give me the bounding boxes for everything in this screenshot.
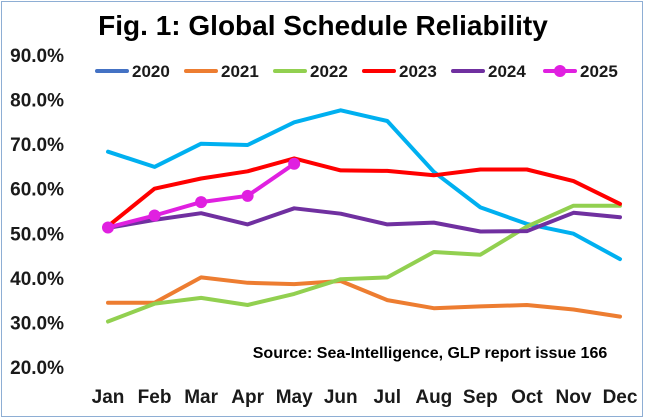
series-line-2024 [106,206,622,234]
x-tick-label: Jun [324,387,358,408]
legend-label-2022: 2022 [310,62,348,81]
legend-label-2024: 2024 [488,62,526,81]
y-tick-label: 20.0% [10,358,64,379]
chart-title: Fig. 1: Global Schedule Reliability [98,10,548,41]
series-line-2023 [106,156,622,229]
series-line-2021 [106,275,622,319]
y-tick-label: 50.0% [10,224,64,245]
data-point-2025 [195,196,208,209]
x-axis: Jan Feb Mar Apr May Jun Jul Aug Sep Oct Nov Dec [92,387,638,408]
data-point-2025 [241,189,254,202]
legend-label-2020: 2020 [132,62,170,81]
x-tick-label: May [276,387,313,408]
y-axis: 20.0% 30.0% 40.0% 50.0% 60.0% 70.0% 80.0% 90.0% [10,46,64,379]
data-point-2025 [288,157,301,170]
series-line-2020 [106,108,622,262]
legend-marker-2025 [554,65,566,77]
source-note: Source: Sea-Intelligence, GLP report iss… [253,345,608,362]
x-tick-label: Dec [603,387,638,408]
y-tick-label: 40.0% [10,269,64,290]
x-tick-label: Oct [511,387,543,408]
data-point-2025 [148,209,161,222]
legend-label-2023: 2023 [399,62,437,81]
legend-label-2021: 2021 [221,62,259,81]
legend-label-2025: 2025 [580,62,618,81]
series-line-2022 [106,203,622,324]
x-tick-label: Nov [556,387,592,408]
y-tick-label: 30.0% [10,313,64,334]
legend: 2020 2021 2022 2023 2024 2025 [95,62,618,81]
y-tick-label: 70.0% [10,135,64,156]
x-tick-label: Mar [184,387,218,408]
y-tick-label: 60.0% [10,180,64,201]
series-markers [102,157,301,234]
x-tick-label: Jul [374,387,401,408]
series-lines [106,108,622,324]
x-tick-label: Aug [415,387,452,408]
x-tick-label: Jan [92,387,125,408]
y-tick-label: 90.0% [10,46,64,67]
x-tick-label: Sep [463,387,498,408]
x-tick-label: Feb [138,387,172,408]
y-tick-label: 80.0% [10,91,64,112]
data-point-2025 [102,221,114,234]
x-tick-label: Apr [231,387,264,408]
